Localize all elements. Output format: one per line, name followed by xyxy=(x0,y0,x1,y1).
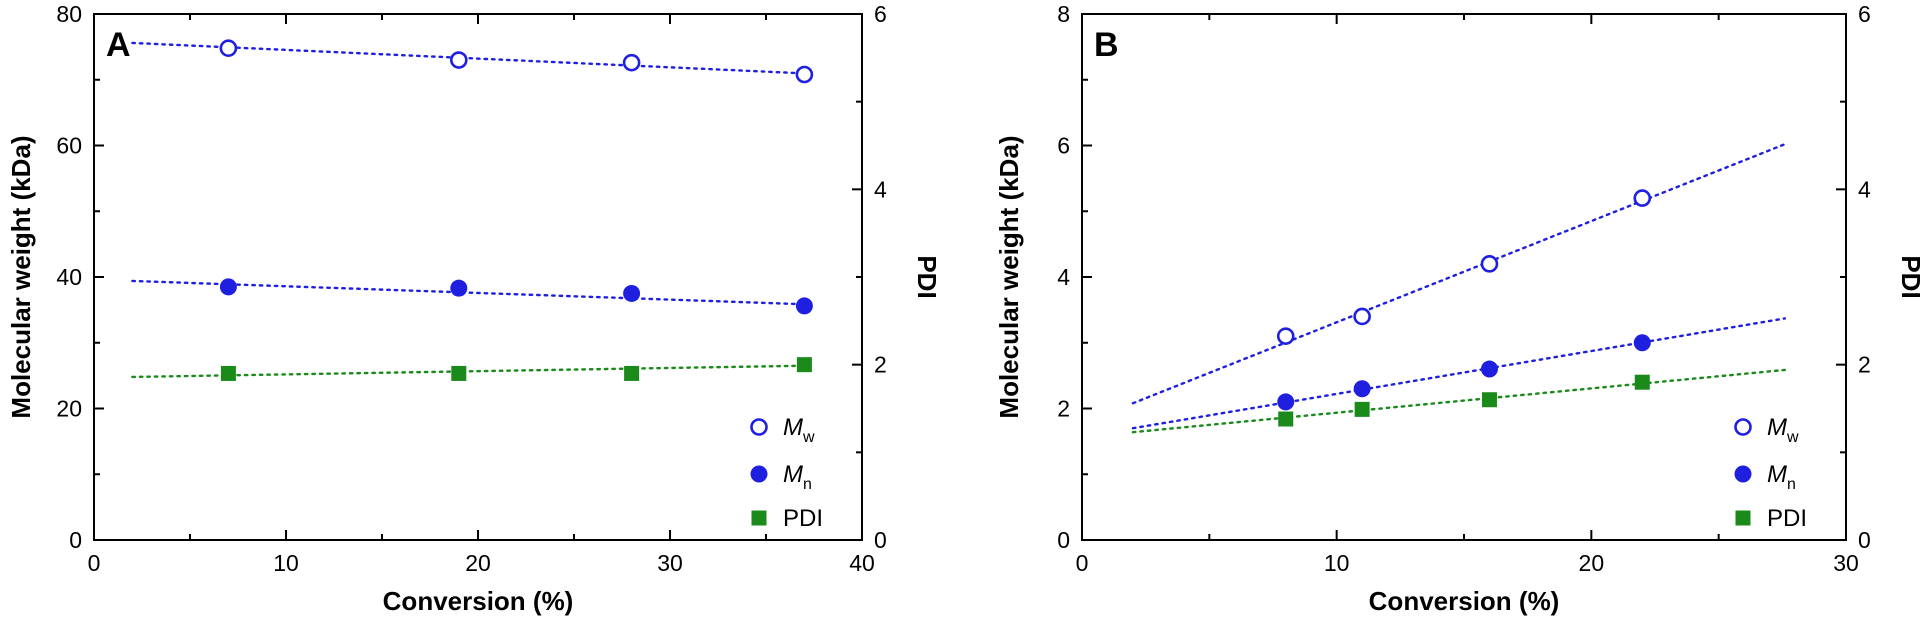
series-mn-point xyxy=(1633,334,1651,352)
y2-axis-title: PDI xyxy=(912,255,942,298)
series-mw xyxy=(131,39,816,84)
y2-tick-label: 0 xyxy=(1858,527,1871,553)
y2-tick-label: 2 xyxy=(874,352,887,378)
x-tick-label: 0 xyxy=(1076,550,1089,576)
x-tick-label: 10 xyxy=(1324,550,1350,576)
series-mn-point xyxy=(219,278,237,296)
x-axis-title: Conversion (%) xyxy=(383,586,574,616)
series-mw-point xyxy=(1633,189,1652,207)
series-pdi-point xyxy=(624,365,640,381)
y2-tick-label: 6 xyxy=(874,1,887,27)
series-mw-point xyxy=(1276,327,1295,345)
y-tick-label: 40 xyxy=(56,264,82,290)
series-mw-point xyxy=(219,39,238,57)
series-mn xyxy=(131,278,816,315)
y2-tick-label: 4 xyxy=(874,176,887,202)
series-mw-point xyxy=(1480,255,1499,273)
series-pdi-point xyxy=(1354,401,1370,417)
legend-marker-pdi xyxy=(1735,510,1751,526)
series-pdi-point xyxy=(1278,411,1294,427)
x-tick-label: 20 xyxy=(465,550,491,576)
series-mw xyxy=(1131,142,1787,405)
series-mn-point xyxy=(450,279,468,297)
y-tick-label: 2 xyxy=(1057,396,1070,422)
series-pdi xyxy=(1131,368,1787,434)
x-tick-label: 30 xyxy=(657,550,683,576)
series-mn xyxy=(1131,317,1787,430)
y2-tick-label: 2 xyxy=(1858,352,1871,378)
x-axis-title: Conversion (%) xyxy=(1369,586,1560,616)
y-axis-title: Molecular weight (kDa) xyxy=(6,135,36,418)
series-pdi-fit-line xyxy=(131,364,816,379)
series-pdi-point xyxy=(796,357,812,373)
legend-label-pdi: PDI xyxy=(1767,505,1807,532)
y-axis-title: Molecular weight (kDa) xyxy=(994,135,1024,418)
y-tick-label: 8 xyxy=(1057,1,1070,27)
legend-label-mn: Mn xyxy=(783,461,812,493)
series-mw-point xyxy=(795,65,814,84)
series-mw-point xyxy=(622,53,641,72)
series-mn-point xyxy=(1353,380,1371,398)
legend-marker-mw xyxy=(1734,418,1752,436)
legend-marker-mn xyxy=(750,465,768,483)
series-pdi-point xyxy=(1481,392,1497,408)
series-mw-fit-line xyxy=(1131,142,1787,405)
series-mw-point xyxy=(449,51,468,69)
series-pdi xyxy=(131,357,816,381)
plot-frame xyxy=(93,13,863,541)
series-mn-point xyxy=(623,284,641,302)
y2-axis-title: PDI xyxy=(1896,255,1920,298)
series-mn-point xyxy=(1277,393,1295,411)
series-mw-fit-line xyxy=(131,41,816,76)
legend-marker-mn xyxy=(1734,465,1752,483)
panel-label: A xyxy=(106,26,131,64)
series-mw-point xyxy=(1353,307,1371,326)
y-tick-label: 80 xyxy=(56,1,82,27)
y2-tick-label: 0 xyxy=(874,527,887,553)
x-tick-label: 30 xyxy=(1833,550,1859,576)
legend-label-mw: Mw xyxy=(783,414,815,446)
legend-marker-mw xyxy=(750,418,768,436)
y-tick-label: 0 xyxy=(69,527,82,553)
x-tick-label: 40 xyxy=(849,550,875,576)
y2-tick-label: 4 xyxy=(1858,176,1871,202)
series-mn-fit-line xyxy=(131,279,816,306)
series-pdi-point xyxy=(451,365,467,381)
panel-label: B xyxy=(1094,26,1119,64)
series-pdi-point xyxy=(220,365,236,381)
series-mn-point xyxy=(1480,360,1498,378)
legend-label-mn: Mn xyxy=(1767,461,1796,493)
y2-tick-label: 6 xyxy=(1858,1,1871,27)
legend-marker-pdi xyxy=(751,510,767,526)
series-pdi-point xyxy=(1634,374,1650,390)
legend: Mw Mn PDI xyxy=(750,414,823,532)
plot-frame xyxy=(1081,13,1847,541)
series-mn-fit-line xyxy=(1131,317,1787,430)
legend-label-pdi: PDI xyxy=(783,505,823,532)
series-pdi-fit-line xyxy=(1131,368,1787,434)
x-tick-label: 10 xyxy=(273,550,299,576)
y-tick-label: 6 xyxy=(1057,133,1070,159)
y-tick-label: 60 xyxy=(56,133,82,159)
y-tick-label: 4 xyxy=(1057,264,1070,290)
y-tick-label: 0 xyxy=(1057,527,1070,553)
legend: Mw Mn PDI xyxy=(1734,414,1807,532)
legend-label-mw: Mw xyxy=(1767,414,1799,446)
y-tick-label: 20 xyxy=(56,396,82,422)
x-tick-label: 0 xyxy=(88,550,101,576)
series-mn-point xyxy=(795,297,813,315)
x-tick-label: 20 xyxy=(1579,550,1605,576)
